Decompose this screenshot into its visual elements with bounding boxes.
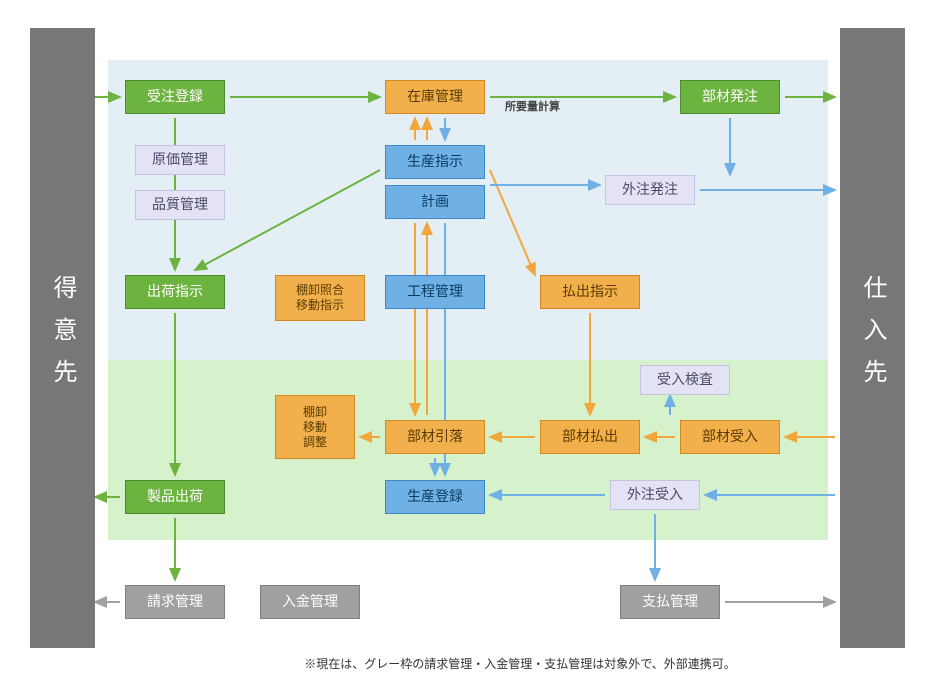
node-cost_mgmt: 原価管理 <box>135 145 225 175</box>
footer-note: ※現在は、グレー枠の請求管理・入金管理・支払管理は対象外で、外部連携可。 <box>270 655 770 672</box>
node-prod_ship: 製品出荷 <box>125 480 225 514</box>
node-inv_check: 棚卸照合 移動指示 <box>275 275 365 321</box>
node-proc_mgmt: 工程管理 <box>385 275 485 309</box>
node-cash_mgmt: 入金管理 <box>260 585 360 619</box>
node-bill_mgmt: 請求管理 <box>125 585 225 619</box>
node-issue_instr: 払出指示 <box>540 275 640 309</box>
node-mat_recv: 部材受入 <box>680 420 780 454</box>
node-ship_instr: 出荷指示 <box>125 275 225 309</box>
sidebar-label: 仕入先 <box>855 275 890 401</box>
node-plan: 計画 <box>385 185 485 219</box>
sidebar-label: 得意先 <box>45 275 80 401</box>
node-out_order: 外注発注 <box>605 175 695 205</box>
node-qc_mgmt: 品質管理 <box>135 190 225 220</box>
node-accept_insp: 受入検査 <box>640 365 730 395</box>
node-pay_mgmt: 支払管理 <box>620 585 720 619</box>
sidebar-right: 仕入先 <box>840 28 905 648</box>
sidebar-left: 得意先 <box>30 28 95 648</box>
node-inv_mgmt: 在庫管理 <box>385 80 485 114</box>
node-prod_reg: 生産登録 <box>385 480 485 514</box>
node-out_recv: 外注受入 <box>610 480 700 510</box>
node-inv_adj: 棚卸 移動 調整 <box>275 395 355 459</box>
diagram-stage: 得意先 仕入先 受注登録 在庫管理所要量計算 部材発注原価管理品質管理 生産指示計画 外注発… <box>0 0 935 692</box>
node-mat_draw: 部材引落 <box>385 420 485 454</box>
node-parts_order: 部材発注 <box>680 80 780 114</box>
node-mat_issue: 部材払出 <box>540 420 640 454</box>
node-prod_instr: 生産指示 <box>385 145 485 179</box>
note-mrp_note: 所要量計算 <box>505 98 585 114</box>
node-order_reg: 受注登録 <box>125 80 225 114</box>
